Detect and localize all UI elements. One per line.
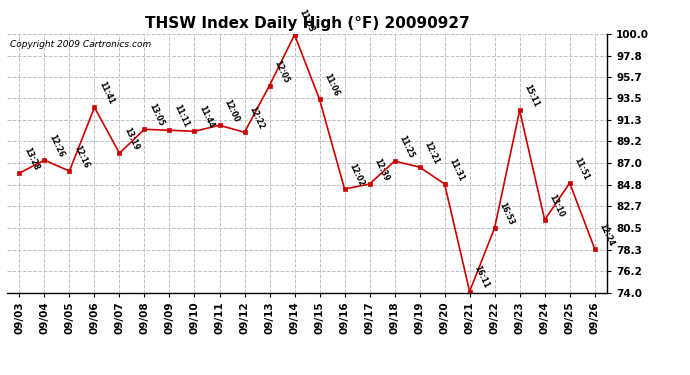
Text: 12:39: 12:39 bbox=[373, 157, 391, 183]
Text: 11:41: 11:41 bbox=[97, 80, 115, 106]
Text: 15:11: 15:11 bbox=[522, 83, 541, 109]
Text: Copyright 2009 Cartronics.com: Copyright 2009 Cartronics.com bbox=[10, 40, 151, 49]
Text: 13:10: 13:10 bbox=[547, 193, 566, 219]
Text: 11:25: 11:25 bbox=[397, 134, 415, 160]
Text: 13:28: 13:28 bbox=[22, 146, 41, 172]
Text: 16:53: 16:53 bbox=[497, 201, 515, 226]
Text: 12:21: 12:21 bbox=[422, 140, 441, 166]
Text: 12:26: 12:26 bbox=[47, 133, 66, 159]
Text: 11:06: 11:06 bbox=[322, 72, 341, 98]
Text: 13:19: 13:19 bbox=[122, 126, 141, 152]
Text: 12:22: 12:22 bbox=[247, 105, 266, 131]
Text: 11:44: 11:44 bbox=[197, 104, 215, 130]
Text: 11:53: 11:53 bbox=[297, 8, 315, 33]
Text: 11:11: 11:11 bbox=[172, 103, 190, 129]
Text: 11:51: 11:51 bbox=[573, 156, 591, 182]
Text: 16:11: 16:11 bbox=[473, 264, 491, 290]
Text: 12:00: 12:00 bbox=[222, 98, 241, 124]
Text: 13:05: 13:05 bbox=[147, 102, 166, 128]
Text: 12:16: 12:16 bbox=[72, 144, 90, 170]
Text: 12:24: 12:24 bbox=[598, 222, 615, 248]
Text: 12:05: 12:05 bbox=[273, 58, 290, 84]
Title: THSW Index Daily High (°F) 20090927: THSW Index Daily High (°F) 20090927 bbox=[145, 16, 469, 31]
Text: 12:02: 12:02 bbox=[347, 162, 366, 188]
Text: 11:31: 11:31 bbox=[447, 157, 466, 183]
